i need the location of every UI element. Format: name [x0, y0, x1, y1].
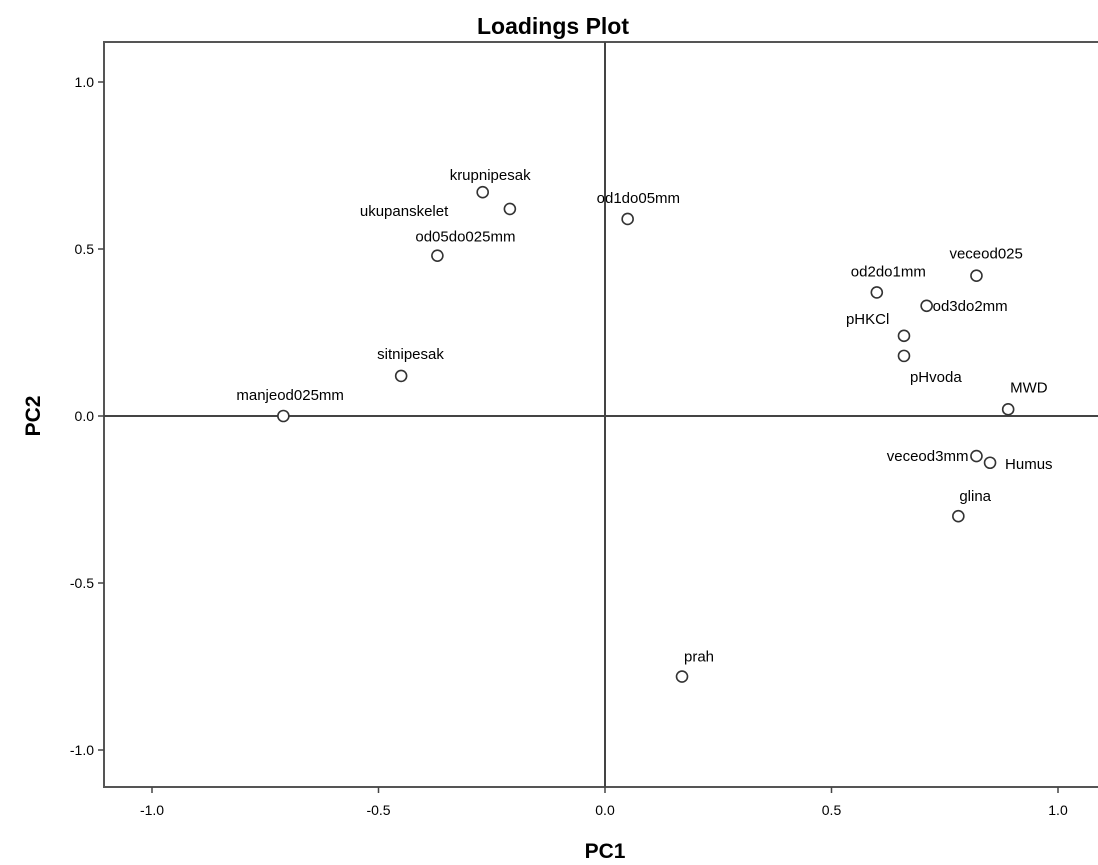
x-axis-label: PC1 [585, 840, 626, 863]
x-tick-label: -1.0 [140, 802, 164, 818]
point-marker [952, 509, 965, 523]
point-marker [476, 185, 489, 199]
point-marker [431, 249, 444, 262]
point-label: krupnipesak [450, 167, 531, 184]
point-marker [897, 349, 911, 363]
x-tick-label: -0.5 [366, 802, 390, 818]
point-marker [983, 456, 997, 470]
point-label: od1do05mm [597, 190, 680, 207]
point-marker [675, 670, 689, 683]
point-label: od3do2mm [933, 298, 1008, 315]
point-label: manjeod025mm [236, 387, 344, 404]
plot-frame [103, 41, 1098, 788]
point-label: veceod3mm [887, 448, 969, 465]
y-tick-label: 0.5 [75, 241, 95, 257]
x-tick-label: 0.5 [822, 802, 842, 818]
point-label: od2do1mm [851, 263, 926, 280]
y-tick-label: 0.0 [75, 408, 95, 424]
x-axis-ticks: -1.0 -0.5 0.0 0.5 1.0 [140, 787, 1068, 818]
point-marker [394, 369, 408, 383]
point-label: pHKCl [846, 311, 889, 328]
point-label: sitnipesak [377, 346, 444, 363]
point-marker [503, 202, 517, 216]
point-marker [897, 329, 911, 343]
point-marker [621, 212, 634, 226]
point-label: pHvoda [910, 369, 962, 386]
point-label: ukupanskelet [360, 203, 449, 220]
chart-title: Loadings Plot [477, 13, 629, 39]
y-tick-label: -0.5 [70, 575, 94, 591]
x-tick-label: 0.0 [595, 802, 615, 818]
y-tick-label: -1.0 [70, 742, 94, 758]
y-tick-label: 1.0 [75, 74, 95, 90]
data-points: krupnipesak ukupanskelet od05do025mm od1do0… [236, 167, 1053, 683]
point-marker [970, 269, 983, 283]
point-label: Humus [1005, 456, 1053, 473]
y-axis-ticks: -1.0 -0.5 0.0 0.5 1.0 [70, 74, 104, 758]
point-marker [920, 299, 933, 313]
point-marker [970, 449, 983, 463]
point-marker [1001, 403, 1015, 416]
point-label: veceod025 [949, 246, 1022, 263]
x-tick-label: 1.0 [1048, 802, 1068, 818]
point-marker [277, 409, 290, 423]
y-axis-label: PC2 [22, 396, 45, 437]
plot-border [103, 41, 1098, 788]
point-label: od05do025mm [415, 229, 515, 246]
point-label: glina [959, 488, 991, 505]
point-label: prah [684, 649, 714, 666]
point-marker [870, 286, 884, 299]
point-label: MWD [1010, 379, 1048, 396]
